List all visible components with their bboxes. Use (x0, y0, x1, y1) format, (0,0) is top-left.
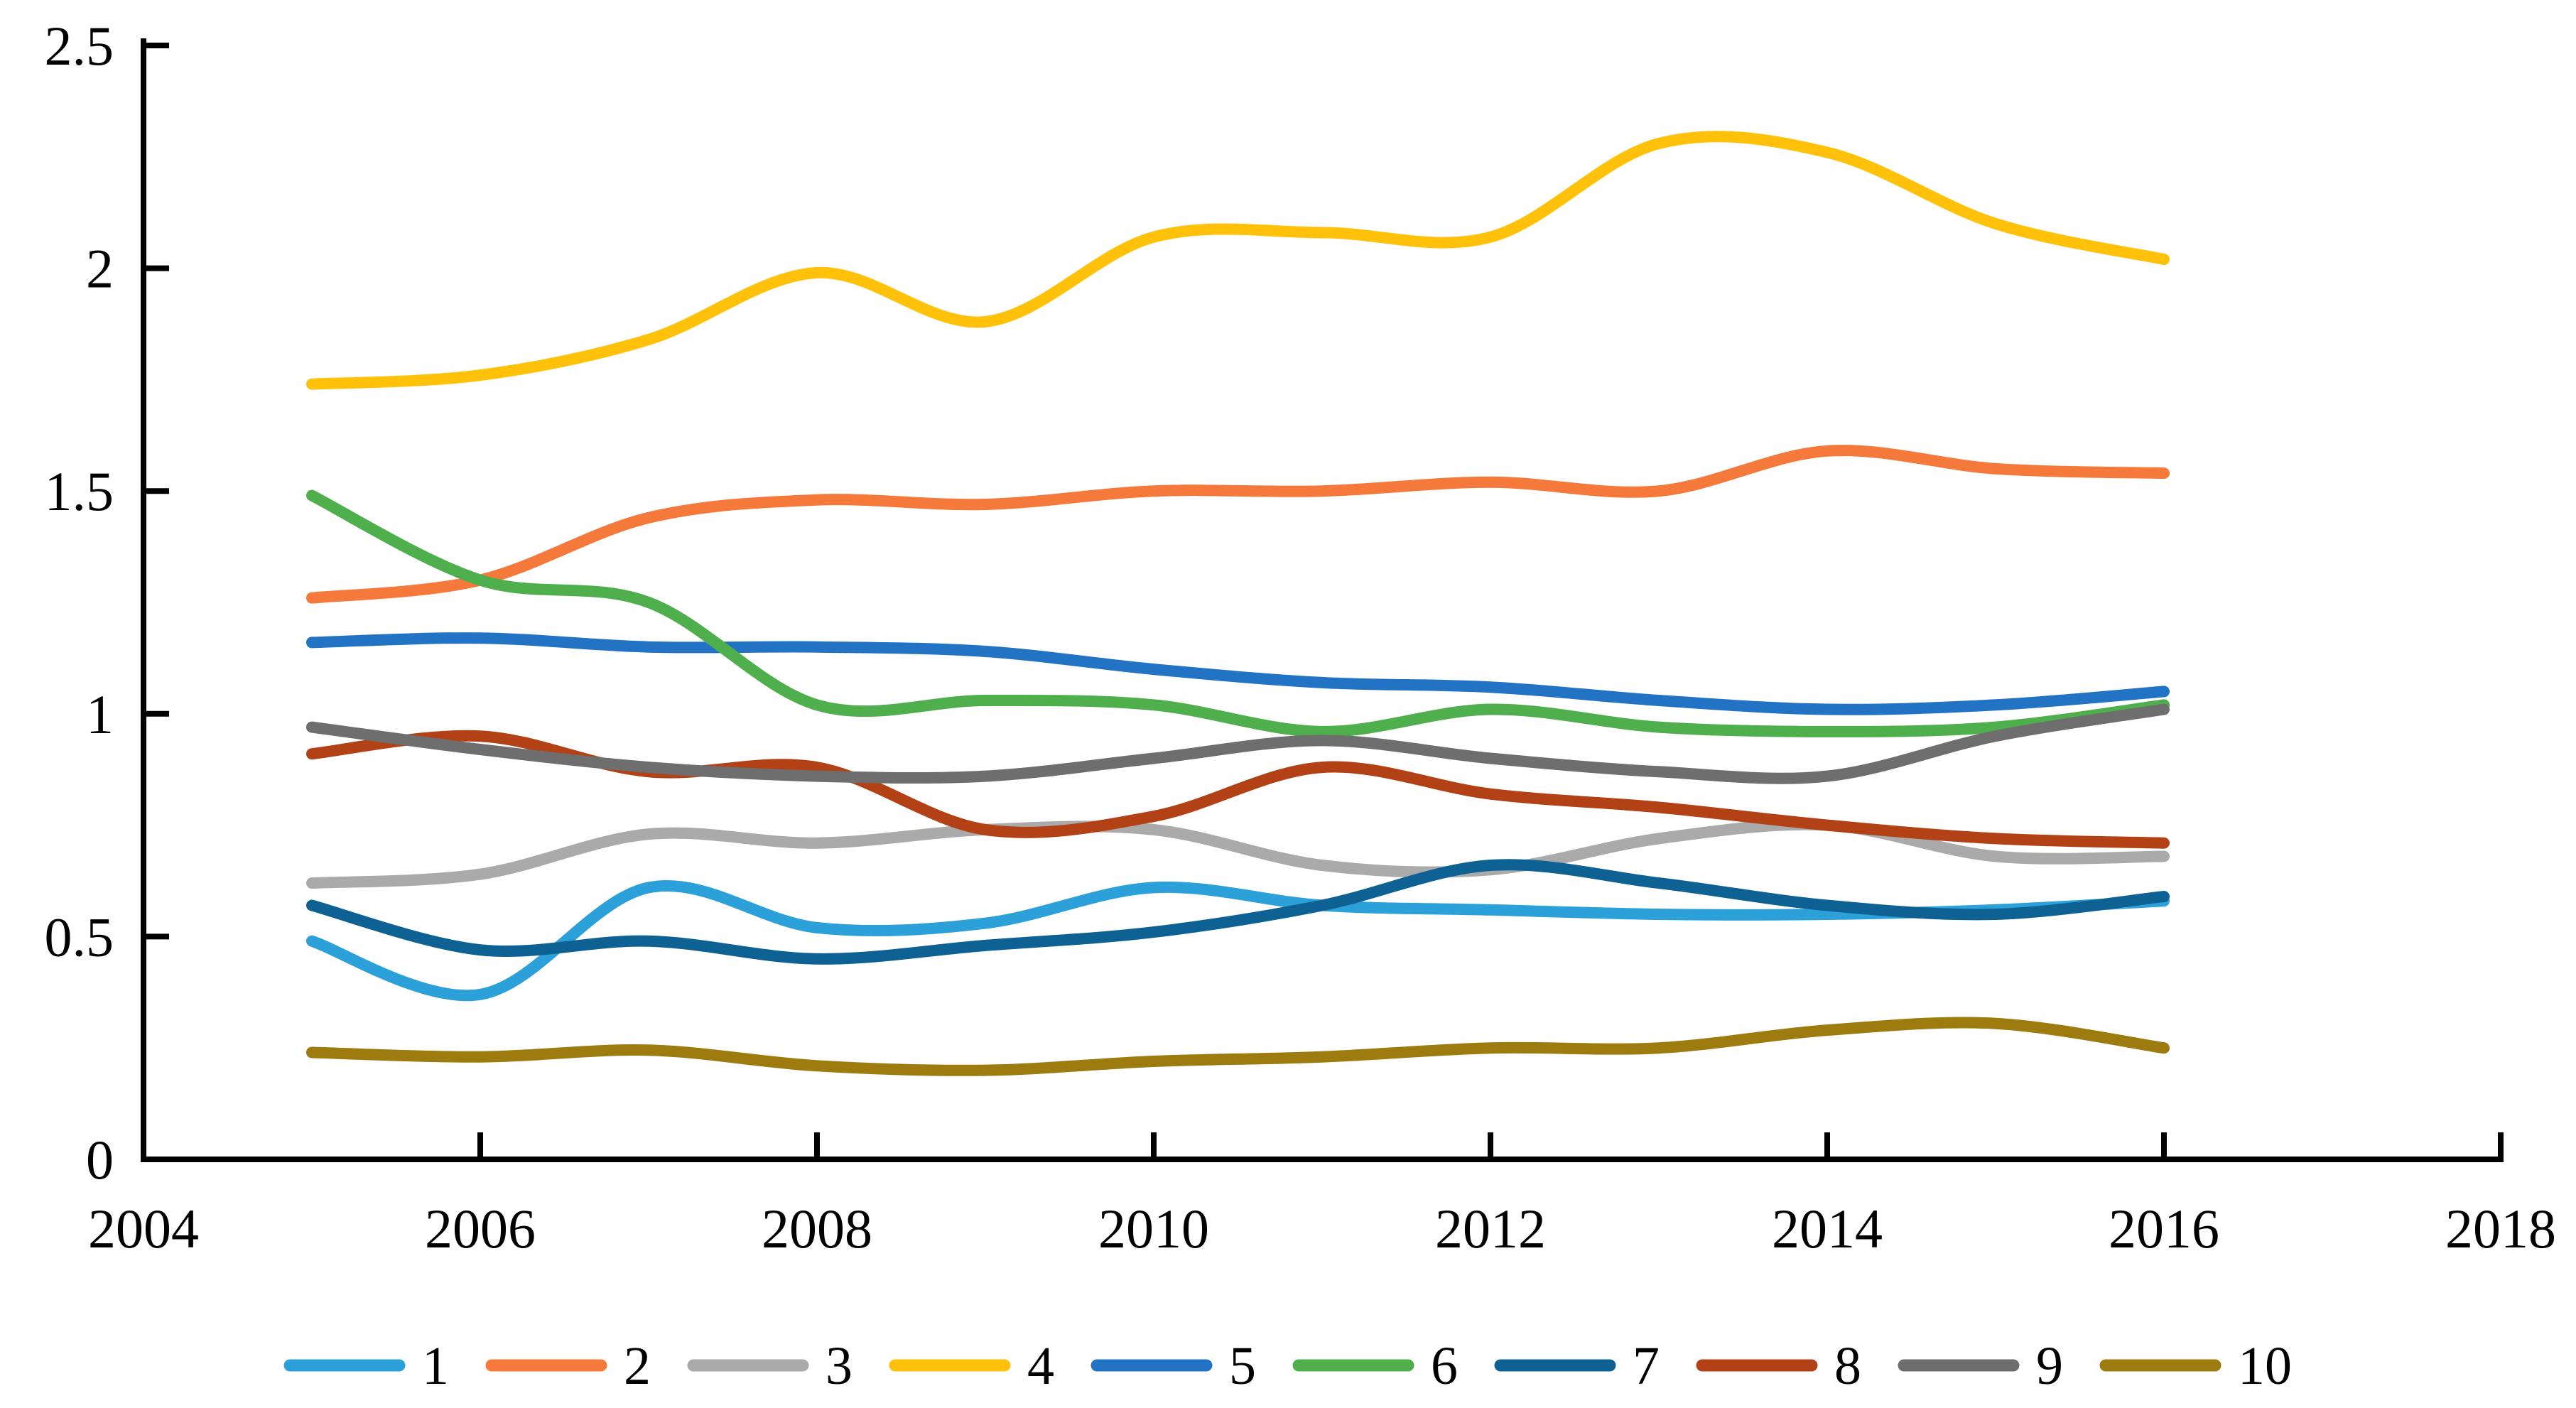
y-tick-label-0: 0 (86, 1129, 114, 1191)
series-line-6 (306, 489, 2170, 737)
x-tick-label-2010: 2010 (1098, 1198, 1209, 1260)
legend-label-2: 2 (624, 1336, 651, 1396)
x-tick-label-2012: 2012 (1435, 1198, 1546, 1260)
legend-label-8: 8 (1834, 1336, 1861, 1396)
y-tick-label-2.5: 2.5 (45, 15, 114, 77)
legend-item-2: 2 (485, 1336, 651, 1396)
legend-label-9: 9 (2036, 1336, 2063, 1396)
y-tick-label-1: 1 (86, 683, 114, 745)
legend-item-9: 9 (1898, 1336, 2063, 1396)
series-line-4 (306, 131, 2170, 390)
x-tick-label-2014: 2014 (1772, 1198, 1883, 1260)
legend-item-3: 3 (687, 1336, 853, 1396)
x-tick-label-2018: 2018 (2445, 1198, 2556, 1260)
y-tick-label-1.5: 1.5 (45, 460, 114, 522)
series-line-1 (306, 879, 2170, 1002)
series-line-5 (306, 632, 2170, 715)
x-tick-label-2008: 2008 (762, 1198, 872, 1260)
legend-label-6: 6 (1431, 1336, 1458, 1396)
legend-item-4: 4 (889, 1336, 1054, 1396)
legend-label-4: 4 (1027, 1336, 1054, 1396)
legend-item-10: 10 (2099, 1336, 2292, 1396)
legend-item-8: 8 (1696, 1336, 1861, 1396)
series-line-9 (306, 703, 2170, 784)
legend-label-5: 5 (1229, 1336, 1256, 1396)
series-line-7 (306, 859, 2170, 965)
legend-item-1: 1 (283, 1336, 449, 1396)
y-tick-label-0.5: 0.5 (45, 906, 114, 968)
legend-label-3: 3 (826, 1336, 853, 1396)
legend-item-5: 5 (1091, 1336, 1256, 1396)
legend-item-6: 6 (1292, 1336, 1458, 1396)
x-tick-label-2004: 2004 (88, 1198, 199, 1260)
legend-label-1: 1 (422, 1336, 449, 1396)
x-tick-label-2006: 2006 (425, 1198, 536, 1260)
legend-label-7: 7 (1633, 1336, 1660, 1396)
legend-item-7: 7 (1494, 1336, 1660, 1396)
x-tick-label-2016: 2016 (2109, 1198, 2219, 1260)
series-line-10 (306, 1017, 2170, 1076)
legend-label-10: 10 (2238, 1336, 2292, 1396)
y-tick-label-2: 2 (86, 238, 114, 300)
series-line-2 (306, 445, 2170, 604)
